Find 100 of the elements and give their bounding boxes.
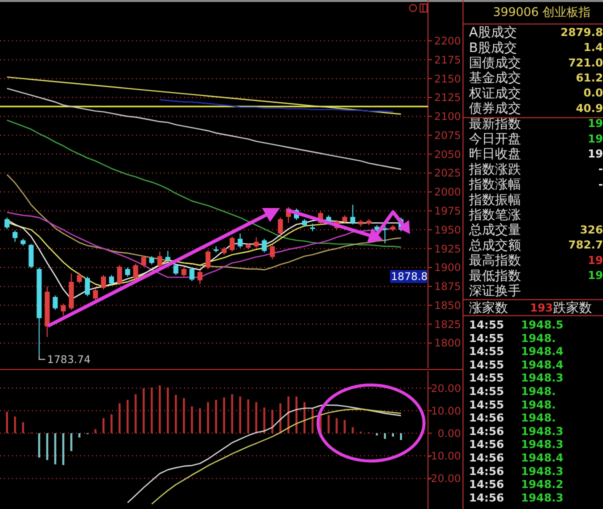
y-tick-label: 2000	[434, 186, 461, 199]
candlestick	[60, 303, 66, 316]
text: 14:55	[469, 318, 504, 332]
candlestick	[109, 274, 114, 286]
y-tick-label: 1925	[434, 243, 461, 256]
category-label: 最高指数	[469, 252, 521, 269]
candlestick	[125, 267, 130, 278]
candlestick	[133, 263, 138, 280]
text: 1948.3	[521, 424, 564, 438]
line-series	[6, 88, 402, 170]
text: 14:55	[469, 332, 504, 345]
category-label: 最新指数	[469, 116, 521, 132]
candlestick	[278, 217, 283, 236]
candlestick	[84, 276, 90, 297]
text: 1948.3	[521, 464, 564, 478]
bar	[38, 433, 40, 458]
y-tick-label: 1900	[434, 262, 461, 274]
candlestick	[254, 236, 259, 248]
annotation: 1783.74	[47, 354, 91, 366]
y-tick-label: 10.00	[430, 405, 461, 418]
line-series	[6, 174, 402, 270]
candlestick	[76, 272, 82, 284]
line-series	[159, 99, 394, 112]
candlestick	[117, 264, 122, 286]
candlestick	[270, 244, 275, 260]
text: 1948.4	[521, 358, 564, 372]
text: 14:56	[469, 451, 504, 464]
y-tick-label: 1850	[434, 300, 461, 312]
bar	[400, 433, 402, 440]
text: -	[598, 178, 603, 191]
text: 326	[580, 223, 603, 236]
category-label: 指数涨幅	[468, 178, 521, 193]
text: 1948.	[521, 412, 556, 425]
y-tick-label: 20.00	[430, 382, 461, 395]
text: 1948.	[521, 332, 556, 345]
text: 14:55	[469, 372, 504, 385]
text: 2879.8	[560, 26, 603, 39]
category-label: 权证成交	[468, 85, 521, 102]
category-label: 指数振幅	[468, 192, 521, 208]
bar	[62, 433, 64, 466]
y-tick-label: -20.00	[427, 473, 461, 486]
candlestick	[28, 244, 34, 269]
y-tick-label: 1975	[434, 206, 461, 218]
y-tick-label: 2150	[434, 73, 461, 86]
bar	[384, 433, 386, 439]
y-tick-label: 2200	[434, 35, 461, 48]
line-series	[6, 120, 402, 248]
text: 193	[530, 301, 553, 314]
bar	[46, 433, 48, 460]
text: 19	[588, 117, 603, 130]
category-label: A股成交	[469, 24, 517, 41]
text: 14:56	[469, 464, 504, 478]
category-label: 指数笔涨	[468, 208, 521, 223]
text: 14:56	[469, 424, 504, 438]
text: 399006 创业板指	[493, 5, 591, 20]
y-tick-label: 1875	[434, 281, 461, 294]
text: 涨家数	[469, 300, 508, 316]
text: 14:56	[469, 478, 504, 492]
bar	[392, 433, 394, 437]
y-tick-label: 1950	[434, 224, 461, 236]
candlestick	[165, 250, 170, 262]
text: 1948.4	[521, 345, 564, 358]
category-label: 债券成交	[469, 100, 521, 117]
bar	[54, 433, 56, 464]
line-series	[6, 76, 402, 115]
candlestick	[238, 232, 243, 248]
category-label: 指数涨跌	[468, 162, 521, 178]
candlestick	[173, 263, 178, 276]
y-tick-label: 2025	[434, 168, 461, 180]
text: 跌家数	[553, 300, 592, 316]
y-tick-label: 2125	[434, 92, 461, 104]
y-tick-label: 1800	[434, 338, 461, 350]
text: 14:55	[469, 398, 504, 412]
text: 19	[588, 132, 603, 146]
category-label: B股成交	[469, 40, 517, 56]
y-tick-label: 2050	[434, 148, 461, 161]
text: 1948.2	[521, 478, 564, 492]
text: 721.0	[568, 56, 603, 70]
candlestick	[181, 267, 186, 278]
y-tick-label: 2100	[434, 111, 461, 124]
candlestick	[262, 238, 267, 253]
text: 1948.5	[521, 318, 564, 332]
candlestick	[4, 217, 10, 230]
y-tick-label: -10.00	[427, 450, 461, 462]
text: 14:56	[469, 438, 504, 452]
text: 40.9	[576, 102, 603, 115]
text: 782.7	[568, 238, 603, 252]
category-label: 今日开盘	[469, 132, 521, 147]
text: 1948.3	[521, 372, 564, 385]
candlestick	[230, 236, 235, 252]
text: 19	[588, 147, 603, 160]
text: 14:56	[469, 491, 504, 504]
candlestick	[52, 294, 58, 310]
candlestick	[189, 267, 194, 282]
text: 14:56	[469, 412, 504, 425]
category-label: 基金成交	[469, 70, 521, 86]
category-label: 总成交额	[468, 237, 521, 254]
text: 14:55	[469, 384, 504, 398]
category-label: 国债成交	[469, 54, 521, 71]
text: 14:55	[469, 358, 504, 372]
